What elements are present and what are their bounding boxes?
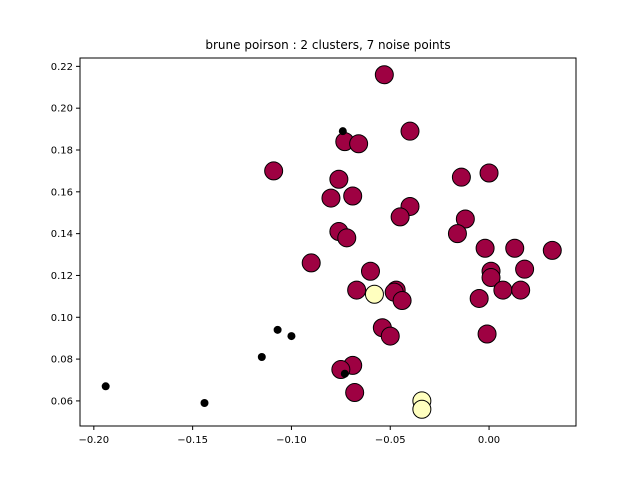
cluster-0-point bbox=[447, 224, 467, 244]
x-tick-label: −0.10 bbox=[276, 435, 307, 446]
cluster-0-point bbox=[455, 209, 475, 229]
cluster-0-point bbox=[451, 167, 471, 187]
cluster-0-point bbox=[345, 383, 365, 403]
x-tick-label: −0.05 bbox=[375, 435, 406, 446]
y-axis: 0.06 0.08 0.10 0.12 0.14 0.16 0.18 0.20 0.22 bbox=[51, 62, 80, 407]
cluster-0-point bbox=[360, 261, 380, 281]
cluster-0-point bbox=[469, 288, 489, 308]
cluster-0-point bbox=[481, 268, 501, 288]
cluster-0-point bbox=[380, 326, 400, 346]
y-tick-label: 0.16 bbox=[51, 187, 73, 198]
cluster-0-point bbox=[479, 163, 499, 183]
cluster-0-point bbox=[392, 291, 412, 311]
y-tick-label: 0.18 bbox=[51, 146, 73, 157]
noise-point bbox=[101, 382, 110, 391]
chart-title: brune poirson : 2 clusters, 7 noise poin… bbox=[205, 38, 450, 52]
y-tick-label: 0.14 bbox=[51, 229, 73, 240]
x-tick-label: 0.00 bbox=[478, 435, 500, 446]
y-tick-label: 0.10 bbox=[51, 313, 73, 324]
cluster-0-point bbox=[505, 238, 525, 258]
cluster-0-point bbox=[542, 240, 562, 260]
cluster-0-point bbox=[329, 169, 349, 189]
y-tick-label: 0.20 bbox=[51, 104, 73, 115]
noise-point bbox=[340, 369, 349, 378]
x-axis: −0.20 −0.15 −0.10 −0.05 0.00 bbox=[79, 426, 500, 446]
points-layer bbox=[101, 65, 562, 419]
cluster-1-point bbox=[364, 284, 384, 304]
cluster-0-point bbox=[349, 134, 369, 154]
cluster-0-point bbox=[337, 228, 357, 248]
cluster-0-point bbox=[374, 65, 394, 85]
y-tick-label: 0.22 bbox=[51, 62, 73, 73]
x-tick-label: −0.15 bbox=[177, 435, 208, 446]
cluster-0-point bbox=[400, 121, 420, 141]
cluster-0-point bbox=[493, 280, 513, 300]
cluster-0-point bbox=[347, 280, 367, 300]
cluster-0-point bbox=[321, 188, 341, 208]
cluster-0-point bbox=[477, 324, 497, 344]
cluster-0-point bbox=[301, 253, 321, 273]
plot-frame bbox=[79, 57, 577, 427]
noise-point bbox=[273, 325, 282, 334]
cluster-0-point bbox=[390, 207, 410, 227]
y-tick-label: 0.06 bbox=[51, 396, 73, 407]
noise-point bbox=[338, 127, 347, 136]
noise-point bbox=[257, 353, 266, 361]
cluster-1-point bbox=[412, 399, 432, 419]
y-tick-label: 0.12 bbox=[51, 271, 73, 282]
cluster-0-point bbox=[511, 280, 531, 300]
x-tick-label: −0.20 bbox=[79, 435, 110, 446]
cluster-0-point bbox=[515, 259, 535, 279]
cluster-0-point bbox=[343, 186, 363, 206]
noise-point bbox=[287, 332, 296, 341]
cluster-0-point bbox=[264, 161, 284, 181]
y-tick-label: 0.08 bbox=[51, 355, 73, 366]
cluster-0-point bbox=[475, 238, 495, 258]
noise-point bbox=[200, 399, 209, 407]
